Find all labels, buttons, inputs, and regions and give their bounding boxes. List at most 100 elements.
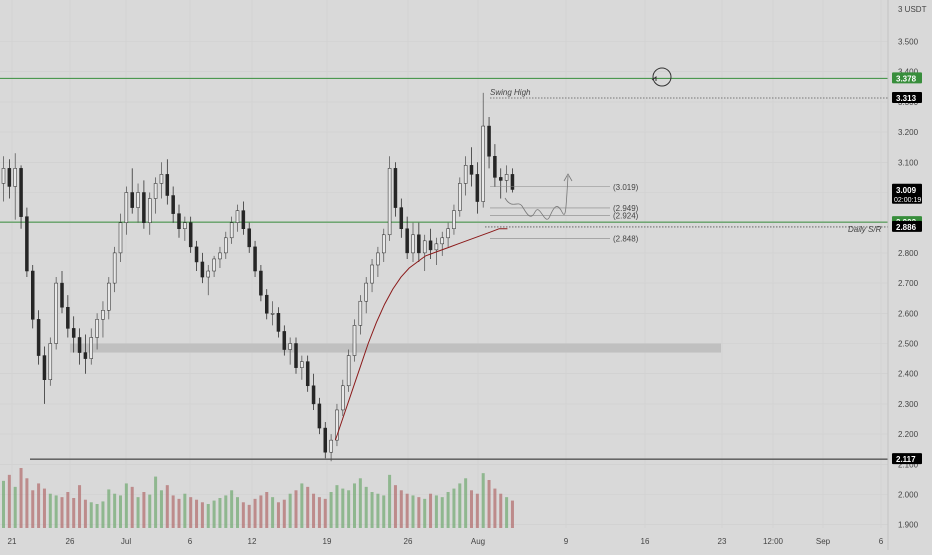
candle-up [288, 343, 292, 350]
volume-bar [364, 486, 368, 528]
projection-level-label: (2.949) [613, 204, 639, 213]
candle-down [42, 355, 47, 380]
candle-up [153, 183, 158, 199]
volume-bar [113, 493, 117, 528]
volume-bar [423, 498, 427, 528]
x-tick-label: Aug [471, 537, 485, 546]
candle-up [148, 198, 152, 223]
volume-bar [341, 488, 345, 528]
volume-bar [2, 480, 5, 528]
volume-bar [236, 497, 239, 528]
candles [1, 92, 515, 462]
candle-down [259, 270, 263, 296]
candle-up [329, 439, 333, 453]
volume-bar [276, 502, 280, 528]
volume-bar [224, 495, 228, 528]
candle-down [36, 319, 41, 356]
volume-bar [13, 486, 17, 528]
volume-bar [294, 490, 298, 528]
candle-down [66, 307, 70, 329]
volume-bars [2, 468, 514, 528]
candle-down [7, 168, 12, 187]
candle-down [493, 156, 497, 178]
price-label-countdown: 02:00:19 [894, 197, 921, 204]
candle-down [294, 343, 298, 368]
volume-bar [119, 495, 122, 528]
candle-up [54, 282, 58, 344]
daily-sr-label: Daily S/R [848, 225, 882, 234]
volume-bar [434, 495, 438, 528]
volume-bar [31, 490, 35, 528]
candle-up [434, 243, 439, 251]
projection-arrow-icon [563, 173, 573, 182]
volume-bar [376, 493, 380, 528]
x-tick-label: 9 [564, 537, 569, 546]
candle-up [270, 313, 275, 315]
y-tick-label: 2.100 [898, 460, 919, 469]
candle-up [101, 310, 105, 320]
swing-high-label: Swing High [490, 88, 531, 97]
volume-bar [159, 490, 163, 528]
candle-down [399, 207, 404, 229]
volume-bar [154, 476, 158, 528]
volume-bar [177, 498, 181, 528]
candle-up [382, 234, 386, 254]
candle-down [31, 270, 35, 320]
candle-up [206, 270, 210, 278]
price-label-text: 3.009 [896, 186, 917, 195]
candle-down [265, 294, 269, 314]
candle-down [393, 168, 398, 208]
price-label-text: 3.313 [896, 94, 917, 103]
price-label-badge [892, 183, 922, 204]
candle-up [352, 325, 357, 356]
candle-up [370, 264, 374, 284]
x-tick-label: 23 [718, 537, 727, 546]
candle-down [19, 168, 23, 217]
volume-bar [60, 497, 64, 528]
price-label-badge [892, 220, 922, 232]
candle-up [504, 174, 509, 181]
support-zone [70, 343, 721, 353]
volume-bar [282, 499, 286, 528]
candle-up [458, 183, 462, 211]
x-tick-label: Sep [816, 537, 831, 546]
volume-bar [475, 493, 479, 528]
candle-up [159, 174, 164, 184]
candle-up [224, 237, 228, 254]
y-tick-label: 2.300 [898, 400, 919, 409]
candle-up [411, 234, 415, 254]
volume-bar [142, 492, 146, 528]
x-axis-ticks: 21 26 Jul 6 12 19 26 Aug 9 16 23 12:00 Sep 6 [8, 537, 884, 546]
volume-bar [95, 504, 99, 528]
volume-bar [83, 499, 87, 528]
y-tick-label: 3.100 [898, 158, 919, 167]
y-tick-label: 3.200 [898, 128, 919, 137]
candle-up [376, 252, 380, 266]
candle-up [107, 282, 111, 311]
volume-bar [206, 504, 210, 528]
candle-up [335, 409, 339, 441]
candle-down [317, 403, 322, 429]
volume-bar [218, 498, 222, 528]
volume-bar [78, 485, 82, 528]
volume-bar [42, 488, 46, 528]
candle-up [112, 252, 117, 284]
candle-down [405, 228, 409, 254]
price-label-badge [892, 72, 922, 84]
candle-up [183, 222, 187, 229]
candle-up [446, 228, 450, 239]
candle-down [241, 210, 246, 229]
volume-bar [89, 502, 93, 528]
candle-down [188, 222, 193, 248]
x-tick-label: 26 [404, 537, 413, 546]
volume-bar [470, 490, 473, 528]
volume-bar [19, 468, 23, 528]
volume-bar [440, 497, 444, 528]
volume-bar [399, 490, 403, 528]
volume-bar [323, 498, 327, 528]
candle-down [253, 246, 257, 272]
candle-up [341, 385, 345, 411]
